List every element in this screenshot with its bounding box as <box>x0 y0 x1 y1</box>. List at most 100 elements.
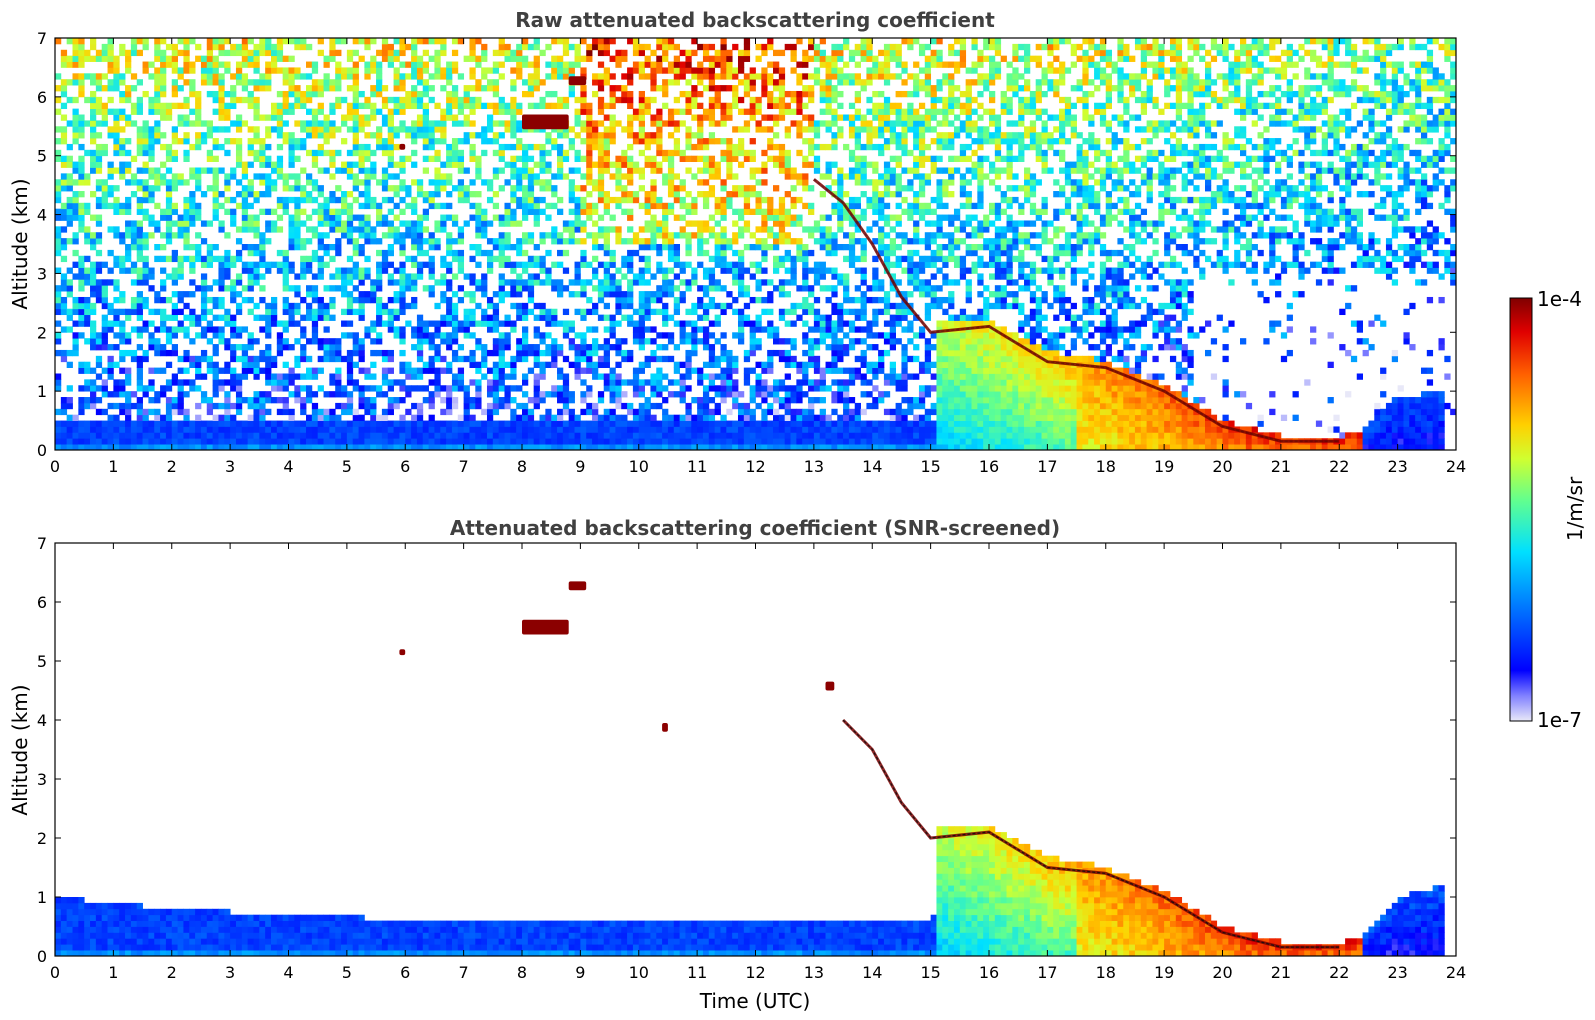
heatmap-cell <box>358 38 365 45</box>
heatmap-cell <box>195 320 202 327</box>
heatmap-cell <box>492 320 500 327</box>
heatmap-cell <box>270 308 278 316</box>
heatmap-cell <box>352 90 359 98</box>
heatmap-cell <box>381 143 389 151</box>
heatmap-cell <box>697 438 704 445</box>
heatmap-cell <box>306 308 313 316</box>
heatmap-cell <box>195 414 202 421</box>
heatmap-cell <box>510 426 517 433</box>
heatmap-cell <box>446 67 453 74</box>
heatmap-cell <box>522 338 529 345</box>
heatmap-cell <box>650 232 657 239</box>
heatmap-cell <box>527 143 535 151</box>
heatmap-cell <box>405 220 412 227</box>
heatmap-cell <box>697 238 704 245</box>
heatmap-cell <box>714 355 721 363</box>
heatmap-cell <box>632 49 640 57</box>
heatmap-cell <box>183 43 190 51</box>
heatmap-cell <box>341 438 348 445</box>
heatmap-cell <box>446 367 453 374</box>
heatmap-cell <box>475 367 482 374</box>
heatmap-cell <box>411 43 418 51</box>
heatmap-cell <box>551 102 558 110</box>
heatmap-cell <box>685 338 692 345</box>
heatmap-cell <box>527 261 535 268</box>
heatmap-cell <box>702 138 710 145</box>
heatmap-cell <box>504 432 511 439</box>
heatmap-cell <box>533 38 540 45</box>
heatmap-cell <box>241 73 249 80</box>
heatmap-cell <box>627 73 634 80</box>
heatmap-cell <box>522 238 529 245</box>
heatmap-cell <box>737 408 745 416</box>
heatmap-cell <box>189 38 196 45</box>
heatmap-cell <box>95 179 103 186</box>
heatmap-cell <box>562 397 570 404</box>
heatmap-cell <box>113 344 120 351</box>
heatmap-cell <box>434 191 441 198</box>
heatmap-cell <box>469 355 476 363</box>
heatmap-cell <box>702 308 710 316</box>
heatmap-cell <box>469 397 476 404</box>
heatmap-cell <box>160 255 167 263</box>
heatmap-cell <box>650 291 657 298</box>
heatmap-cell <box>352 108 359 115</box>
heatmap-cell <box>265 320 272 327</box>
heatmap-cell <box>95 96 103 104</box>
heatmap-cell <box>107 191 114 198</box>
heatmap-cell <box>697 191 704 198</box>
heatmap-cell <box>691 349 698 357</box>
heatmap-cell <box>241 120 249 127</box>
heatmap-cell <box>323 126 330 133</box>
heatmap-cell <box>358 120 365 127</box>
heatmap-cell <box>364 114 371 121</box>
heatmap-cell <box>411 261 418 268</box>
heatmap-cell <box>632 196 640 204</box>
heatmap-cell <box>154 96 161 104</box>
heatmap-cell <box>154 90 161 98</box>
heatmap-cell <box>755 202 762 210</box>
heatmap-cell <box>265 267 272 274</box>
heatmap-cell <box>60 326 68 333</box>
heatmap-cell <box>574 214 581 221</box>
heatmap-cell <box>300 43 307 51</box>
heatmap-cell <box>498 167 505 174</box>
heatmap-cell <box>434 226 441 233</box>
heatmap-cell <box>270 167 278 174</box>
heatmap-cell <box>288 285 295 292</box>
heatmap-cell <box>136 397 143 404</box>
heatmap-cell <box>457 414 465 421</box>
heatmap-cell <box>230 414 237 421</box>
heatmap-cell <box>113 361 120 368</box>
heatmap-cell <box>673 261 681 268</box>
heatmap-cell <box>714 432 721 439</box>
heatmap-cell <box>667 314 675 321</box>
heatmap-cell <box>195 214 202 221</box>
heatmap-cell <box>90 114 97 121</box>
heatmap-cell <box>358 90 365 98</box>
heatmap-cell <box>662 238 669 245</box>
heatmap-cell <box>101 114 108 121</box>
heatmap-cell <box>737 249 745 257</box>
heatmap-cell <box>638 426 645 433</box>
heatmap-cell <box>743 185 751 192</box>
heatmap-cell <box>656 426 663 433</box>
heatmap-cell <box>720 438 727 445</box>
heatmap-cell <box>592 344 599 351</box>
heatmap-cell <box>399 338 406 345</box>
heatmap-cell <box>95 167 103 174</box>
heatmap-cell <box>341 114 348 121</box>
heatmap-cell <box>697 326 704 333</box>
heatmap-cell <box>504 373 511 380</box>
heatmap-cell <box>241 161 249 168</box>
heatmap-cell <box>317 49 324 57</box>
heatmap-cell <box>416 261 424 268</box>
heatmap-cell <box>113 255 120 263</box>
heatmap-cell <box>539 349 546 357</box>
heatmap-cell <box>160 426 167 433</box>
heatmap-cell <box>743 379 751 386</box>
heatmap-cell <box>300 38 307 45</box>
heatmap-cell <box>726 379 733 386</box>
heatmap-cell <box>574 132 581 139</box>
heatmap-cell <box>288 373 295 380</box>
